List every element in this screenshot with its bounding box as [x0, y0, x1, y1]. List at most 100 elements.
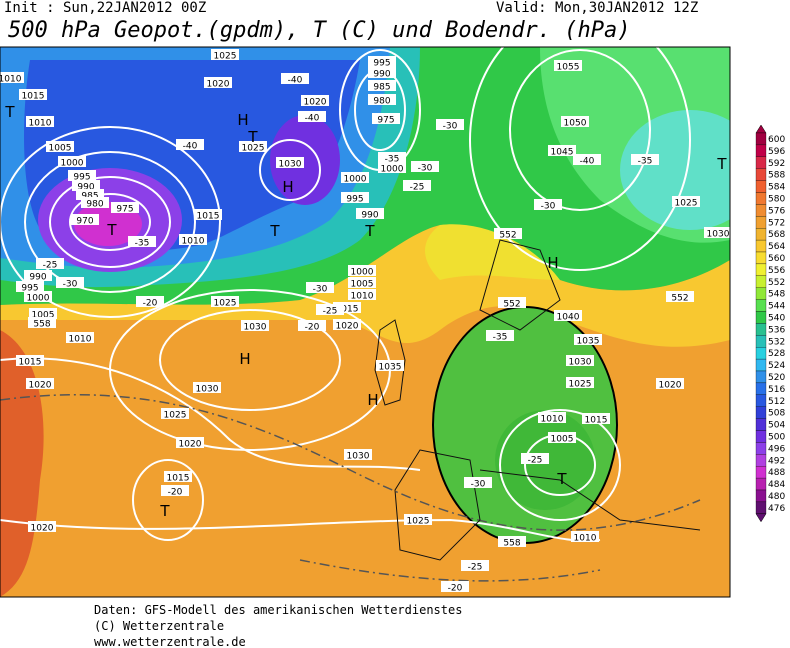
isoline-label: 552 — [503, 300, 520, 310]
isoline-label: 1010 — [0, 75, 22, 85]
isoline-label: 1030 — [196, 385, 219, 395]
isoline-label: 1020 — [304, 98, 327, 108]
label-box — [211, 49, 239, 60]
colorbar-swatch — [755, 489, 767, 503]
colorbar-swatch — [755, 347, 767, 360]
label-box — [36, 258, 64, 269]
label-box — [72, 180, 100, 191]
colorbar-swatch — [755, 430, 767, 443]
colorbar-swatch — [755, 299, 767, 312]
isoline-label: 1000 — [27, 294, 50, 304]
label-box — [26, 116, 54, 127]
colorbar-cap — [755, 513, 767, 523]
colorbar-label: 596 — [768, 147, 785, 157]
isoline-label: -25 — [410, 183, 425, 193]
colorbar-swatch — [755, 418, 767, 431]
isoline-label: 1010 — [351, 292, 374, 302]
isoline-label: 980 — [373, 97, 390, 107]
pressure-center: H — [239, 350, 250, 368]
isoline-label: 1005 — [32, 311, 55, 321]
label-box — [548, 432, 576, 443]
isoline-label: 990 — [77, 183, 94, 193]
label-box — [521, 453, 549, 464]
pressure-center: H — [367, 391, 378, 409]
isoline-label: -35 — [135, 239, 150, 249]
label-box — [26, 378, 54, 389]
isoline-label: -25 — [468, 563, 483, 573]
isoline-label: 975 — [116, 205, 133, 215]
colorbar-label: 492 — [768, 456, 785, 466]
colorbar-label: 552 — [768, 278, 785, 288]
label-box — [56, 277, 84, 288]
pressure-center: T — [716, 155, 727, 173]
isoline-label: -25 — [43, 261, 58, 271]
isoline-label: 1030 — [244, 323, 267, 333]
colorbar-swatch — [755, 454, 767, 467]
isoline-label: -20 — [143, 299, 158, 309]
label-box — [498, 536, 526, 547]
colorbar-swatch — [755, 358, 767, 372]
colorbar-swatch — [755, 144, 767, 157]
isoline-label: -30 — [313, 285, 328, 295]
colorbar-label: 520 — [768, 373, 785, 383]
label-box — [128, 236, 156, 247]
label-box — [404, 514, 432, 525]
isoline-label: 558 — [503, 539, 520, 549]
colorbar-swatch — [755, 275, 767, 288]
colorbar-label: 568 — [768, 230, 785, 240]
isoline-label: 985 — [81, 192, 98, 202]
isoline-label: 990 — [361, 211, 378, 221]
colorbar-swatch — [755, 192, 767, 205]
label-box — [276, 157, 304, 168]
colorbar-swatch — [755, 287, 767, 300]
colorbar-label: 480 — [768, 492, 785, 502]
isoline-label: 1000 — [61, 159, 84, 169]
label-box — [548, 145, 576, 156]
label-box — [161, 485, 189, 496]
label-box — [574, 334, 602, 345]
label-box — [344, 449, 372, 460]
label-box — [136, 296, 164, 307]
pressure-center: T — [556, 470, 567, 488]
isoline-label: -30 — [541, 202, 556, 212]
label-box — [403, 180, 431, 191]
colorbar-label: 496 — [768, 444, 785, 454]
label-box — [19, 89, 47, 100]
isoline-label: 558 — [33, 320, 50, 330]
footer-line: (C) Wetterzentrale — [94, 619, 225, 633]
colorbar-label: 508 — [768, 409, 785, 419]
map-field: 1010102510201015101010051000995990985980… — [0, 47, 730, 597]
label-box — [436, 119, 464, 130]
isoline-label: 1005 — [49, 144, 72, 154]
isoline-label: 990 — [373, 70, 390, 80]
label-box — [356, 208, 384, 219]
isoline-label: 1025 — [242, 144, 265, 154]
isoline-label: -35 — [638, 157, 653, 167]
colorbar-label: 532 — [768, 337, 785, 347]
colorbar-label: 544 — [768, 302, 785, 312]
colorbar-swatch — [755, 323, 767, 336]
isoline-label: -20 — [448, 584, 463, 594]
isoline-label: 1000 — [381, 165, 404, 175]
label-box — [29, 308, 57, 319]
colorbar-swatch — [755, 216, 767, 229]
isoline-label: 1025 — [164, 411, 187, 421]
label-box — [316, 304, 344, 315]
colorbar-label: 560 — [768, 254, 785, 264]
colorbar-swatch — [755, 335, 767, 348]
isoline-label: 1025 — [569, 380, 592, 390]
footer-line: www.wetterzentrale.de — [94, 635, 246, 648]
label-box — [281, 73, 309, 84]
colorbar-swatch — [755, 156, 767, 169]
label-box — [58, 156, 86, 167]
isoline-label: -40 — [183, 142, 198, 152]
colorbar-label: 580 — [768, 195, 785, 205]
label-box — [666, 291, 694, 302]
isoline-label: 1020 — [29, 381, 52, 391]
label-box — [464, 477, 492, 488]
isoline-label: 1010 — [182, 237, 205, 247]
isoline-label: 1005 — [351, 280, 374, 290]
label-box — [461, 560, 489, 571]
isoline-label: -30 — [418, 164, 433, 174]
label-box — [494, 228, 522, 239]
